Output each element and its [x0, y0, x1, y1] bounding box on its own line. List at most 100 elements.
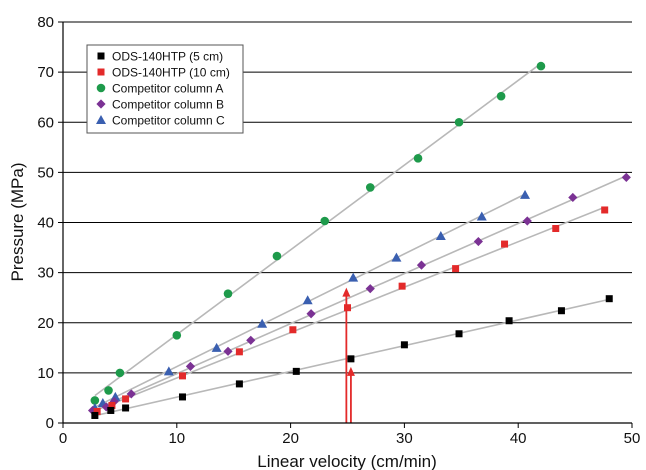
series-group — [91, 295, 613, 419]
data-point — [172, 330, 182, 340]
x-tick-label: 10 — [168, 430, 185, 447]
legend: ODS-140HTP (5 cm) ODS-140HTP (10 cm) Compe… — [86, 44, 244, 134]
legend-marker — [97, 68, 105, 76]
x-tick-label: 20 — [282, 430, 299, 447]
data-point — [455, 330, 463, 338]
y-axis-title: Pressure (MPa) — [8, 162, 27, 281]
x-tick-label: 50 — [624, 430, 641, 447]
data-point — [257, 318, 268, 328]
data-point — [101, 402, 111, 412]
data-point — [163, 366, 174, 376]
data-point — [520, 189, 531, 199]
legend-box — [86, 44, 244, 134]
y-tick-label: 30 — [37, 265, 54, 282]
x-axis-title: Linear velocity (cm/min) — [257, 452, 437, 470]
data-point — [272, 251, 282, 261]
data-point — [416, 260, 427, 270]
legend-label: Competitor column C — [112, 114, 225, 128]
data-point — [505, 317, 513, 325]
arrow-head — [346, 366, 355, 376]
data-point — [104, 386, 113, 395]
data-point — [126, 389, 136, 399]
data-point — [122, 395, 130, 403]
legend-label: ODS-140HTP (5 cm) — [112, 50, 223, 64]
data-point — [211, 342, 222, 352]
data-point — [90, 396, 100, 405]
data-point — [398, 282, 406, 290]
legend-label: Competitor column A — [112, 82, 223, 96]
data-point — [107, 406, 115, 414]
annotation-arrows — [342, 287, 355, 423]
data-point — [292, 367, 300, 375]
y-tick-label: 0 — [46, 415, 54, 432]
data-point — [365, 183, 375, 192]
legend-marker — [97, 52, 105, 60]
data-point — [185, 361, 196, 371]
y-tick-label: 20 — [37, 315, 54, 332]
trendline — [94, 62, 542, 397]
y-tick-label: 80 — [37, 14, 54, 31]
y-tick-labels: 0 10 20 30 40 50 60 70 80 — [37, 14, 63, 432]
legend-marker — [96, 115, 106, 124]
data-point — [501, 240, 509, 248]
data-point — [306, 309, 316, 319]
arrow-head — [342, 287, 351, 297]
data-point — [320, 216, 330, 226]
trendline — [92, 175, 627, 412]
data-point — [473, 236, 483, 247]
data-point — [347, 355, 355, 363]
y-tick-label: 10 — [37, 365, 54, 382]
data-point — [93, 407, 101, 415]
data-point — [235, 380, 243, 388]
x-tick-label: 0 — [59, 430, 67, 447]
series-group — [89, 189, 531, 412]
data-point — [91, 411, 99, 419]
data-point — [246, 335, 256, 345]
data-point — [496, 91, 506, 101]
data-point — [391, 252, 402, 262]
data-point — [522, 216, 532, 226]
data-point — [568, 192, 578, 203]
y-tick-label: 60 — [37, 114, 54, 131]
legend-label: Competitor column B — [112, 98, 224, 112]
data-point — [536, 61, 546, 71]
y-tick-label: 40 — [37, 215, 54, 232]
data-point — [452, 265, 460, 273]
data-point — [289, 326, 297, 334]
data-point — [108, 401, 116, 409]
data-point — [223, 289, 233, 298]
data-point — [413, 154, 423, 163]
data-point — [365, 284, 375, 294]
data-point — [235, 348, 243, 356]
data-point — [621, 172, 631, 182]
data-point — [601, 206, 609, 214]
legend-label: ODS-140HTP (10 cm) — [112, 66, 230, 80]
data-point — [552, 225, 560, 233]
data-point — [344, 304, 351, 312]
y-tick-label: 50 — [37, 164, 54, 181]
data-point — [223, 346, 233, 356]
data-point — [400, 341, 408, 349]
legend-marker — [96, 99, 106, 109]
data-point — [178, 372, 186, 380]
x-tick-label: 30 — [396, 430, 413, 447]
data-point — [435, 231, 446, 241]
data-point — [348, 272, 359, 282]
data-point — [109, 396, 119, 407]
data-point — [605, 295, 613, 303]
x-tick-label: 40 — [510, 430, 527, 447]
data-point — [557, 307, 565, 315]
data-point — [115, 368, 125, 378]
series-group — [93, 206, 609, 415]
data-point — [302, 295, 313, 305]
data-point — [476, 211, 487, 221]
data-point — [178, 393, 186, 401]
data-point — [122, 404, 130, 412]
data-points — [87, 61, 631, 419]
x-tick-labels: 0 10 20 30 40 50 — [59, 423, 641, 447]
legend-marker — [96, 83, 106, 93]
y-tick-label: 70 — [37, 64, 54, 81]
data-point — [454, 117, 464, 127]
series-group — [90, 61, 546, 405]
